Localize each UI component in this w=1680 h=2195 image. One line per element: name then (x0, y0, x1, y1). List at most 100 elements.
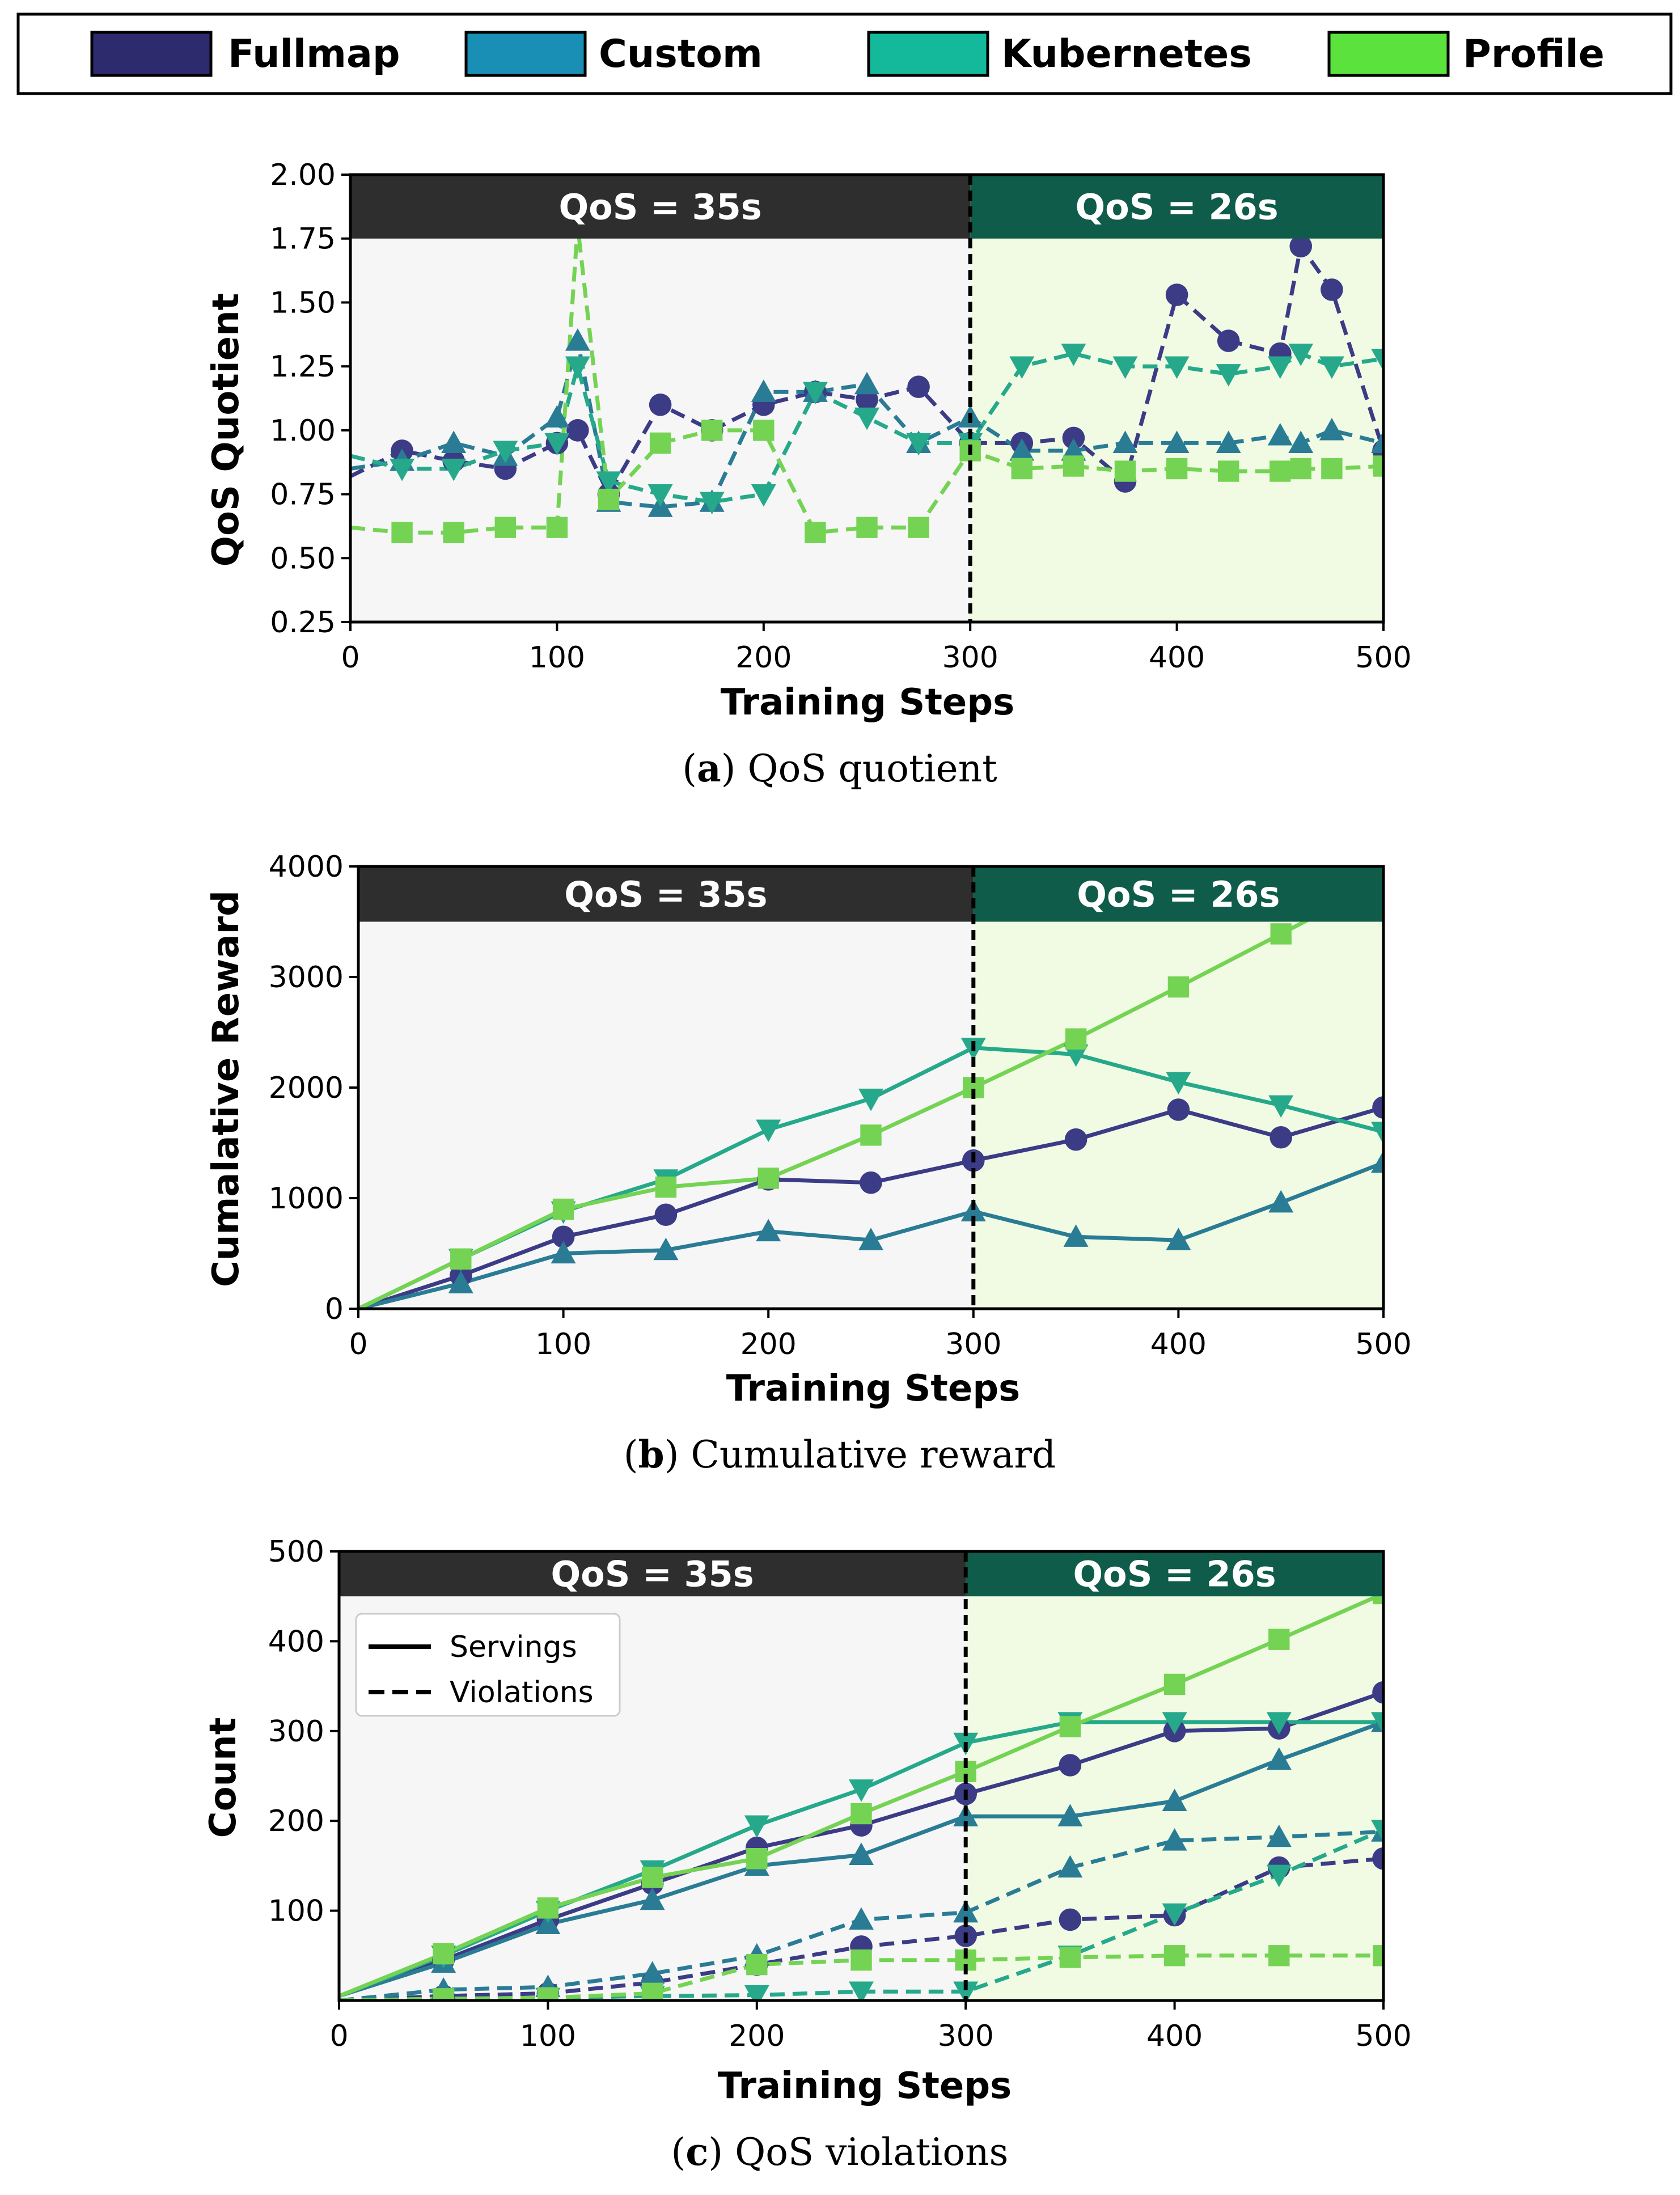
chart-c-caption-text: QoS violations (723, 2130, 1008, 2174)
chart-a-series-2-point (441, 458, 467, 481)
legend-swatch-profile (1327, 31, 1450, 77)
chart-a-series-3-point (546, 517, 568, 538)
chart-b-series-1-point (1063, 1224, 1089, 1247)
chart-a-xtick-label: 100 (529, 641, 585, 675)
chart-a-series-1-point (565, 328, 590, 351)
chart-a-series-1-point (1216, 430, 1241, 453)
chart-c-series-5-point (953, 1900, 979, 1923)
chart-a-series-3-point (1218, 460, 1239, 482)
chart-a-ytick-label: 2.00 (270, 158, 336, 192)
chart-a-series-2-point (802, 382, 828, 405)
chart-b-xtick-label: 500 (1355, 1327, 1411, 1361)
chart-a-series-0-point (1062, 426, 1085, 450)
chart-c-panel: QoS = 35s QoS = 26s 0 100 200 300 400 500 100 200… (202, 1535, 1412, 2174)
chart-c-series-7-point (1373, 1945, 1383, 1966)
chart-a-series-1-point (751, 379, 776, 402)
chart-c-series-1-point (1266, 1747, 1292, 1770)
chart-b-series-2-point (1268, 1095, 1294, 1118)
chart-a-series-3-point (1321, 458, 1343, 480)
chart-a-series-2-point (1009, 356, 1035, 379)
chart-a-series-0-point (1321, 278, 1343, 301)
chart-b-series-1-point (1166, 1228, 1191, 1250)
chart-a-caption-label: a (697, 746, 721, 790)
chart-b-series-0-point (654, 1203, 678, 1227)
chart-a-series-0-point (566, 419, 589, 442)
chart-c-series-2-point (1266, 1712, 1292, 1735)
chart-c-series-7-point (1163, 1945, 1186, 1966)
chart-a-series-3-point (1114, 460, 1136, 482)
chart-a-series-1-point (1288, 430, 1314, 453)
chart-b-series-1-point (551, 1241, 576, 1264)
chart-b-caption-label: b (638, 1432, 665, 1477)
series-legend: Fullmap Custom Kubernetes Profile (16, 12, 1673, 95)
chart-b-series-3-point (758, 1168, 779, 1189)
chart-b-series-group (358, 870, 1383, 1309)
chart-b-caption-text: Cumulative reward (679, 1433, 1056, 1477)
chart-a-phase2-label: QoS = 26s (1075, 186, 1278, 227)
chart-c-line-legend-label-0: Servings (450, 1630, 577, 1664)
chart-c-series-6-point (953, 1981, 979, 2001)
chart-a-xtick-label: 400 (1149, 641, 1205, 675)
chart-c-series-5-point (849, 1907, 874, 1930)
chart-b-series-3-point (655, 1176, 677, 1198)
chart-a-panel: QoS = 35s QoS = 26s 0 100 200 300 400 500 0.25 0.… (205, 158, 1412, 790)
chart-c-phase1-band (339, 1551, 966, 1597)
chart-a-ylabel: QoS Quotient (205, 293, 247, 567)
chart-a-series-group (350, 215, 1383, 543)
chart-a-series-2-point (1267, 356, 1293, 379)
chart-b-series-0-point (552, 1225, 575, 1249)
chart-a-series-0-point (1165, 284, 1188, 306)
chart-b-series-1-point (1268, 1190, 1294, 1213)
chart-c-series-6-point (744, 1985, 769, 2001)
chart-b-series-0-point (1167, 1098, 1190, 1121)
chart-b-series-1-point (448, 1271, 473, 1293)
chart-a-series-3-point (1269, 460, 1291, 482)
chart-b-panel: QoS = 35s QoS = 26s 0 100 200 300 400 500 0 1000 2… (205, 850, 1412, 1477)
chart-b-caption: (b) Cumulative reward (624, 1432, 1056, 1477)
chart-b-series-2-point (756, 1119, 781, 1143)
chart-c-ylabel: Count (202, 1718, 244, 1838)
chart-c-series-2-point (849, 1779, 874, 1802)
chart-a-ytick-label: 1.00 (270, 414, 336, 448)
chart-b-series-2-point (1166, 1072, 1191, 1095)
chart-a-series-2-point (1164, 356, 1190, 379)
chart-c-frame (337, 1550, 1385, 2002)
chart-a-caption-text: QoS quotient (736, 747, 997, 790)
chart-a-series-2-point (1319, 356, 1344, 379)
chart-b-ytick-label: 2000 (269, 1071, 344, 1105)
chart-b-series-1-point (960, 1199, 986, 1221)
chart-c-series-6-point (1371, 1820, 1383, 1843)
chart-c-series-3-point (537, 1897, 559, 1919)
chart-b-series-0-point (860, 1171, 882, 1194)
chart-a-series-3-point (1166, 458, 1188, 480)
chart-c-series-5-point (1162, 1828, 1187, 1851)
chart-a-series-1-point (1319, 417, 1344, 441)
chart-b-series-0-point (1064, 1128, 1087, 1151)
chart-b-xtick-label: 300 (945, 1327, 1001, 1361)
chart-b-ytick-label: 3000 (269, 961, 344, 995)
chart-c-ytick-label: 500 (268, 1535, 324, 1569)
chart-a-series-0-point (649, 393, 672, 416)
chart-b-xtick-label: 100 (535, 1327, 591, 1361)
chart-c-series-3-point (1059, 1716, 1081, 1737)
chart-c-ytick-label: 300 (268, 1715, 324, 1749)
chart-a-phase2-band (970, 175, 1383, 239)
chart-b-series-3-point (1065, 1028, 1087, 1050)
chart-b-series-2-point (1371, 1122, 1383, 1144)
chart-c-series-1-point (1162, 1788, 1187, 1811)
chart-a-series-2-point (493, 441, 518, 463)
chart-a-series-1-point (544, 405, 570, 428)
chart-c-series-5-point (1266, 1824, 1292, 1847)
chart-b-series-1-point (653, 1237, 679, 1261)
chart-a-xtick-label: 0 (341, 641, 359, 675)
chart-b-phase1-label: QoS = 35s (564, 874, 767, 915)
chart-b-series-0-point (1372, 1096, 1383, 1119)
chart-a-series-2-point (1061, 344, 1086, 366)
legend-label-custom: Custom (599, 32, 763, 77)
chart-a-xtick-label: 200 (735, 641, 792, 675)
chart-c-series-3-point (1268, 1629, 1290, 1650)
chart-b-series-3-point (450, 1248, 472, 1270)
chart-c-series-5-point (640, 1961, 665, 1984)
chart-b-series-1-point (858, 1228, 883, 1250)
